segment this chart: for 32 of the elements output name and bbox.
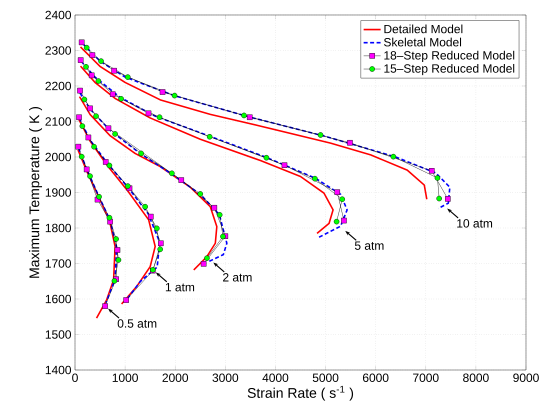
x-tick-label: 4000 bbox=[262, 374, 288, 382]
y-tick-label: 1500 bbox=[46, 330, 72, 339]
y-tick-label: 1900 bbox=[46, 188, 72, 197]
y-tick-label: 1700 bbox=[46, 259, 72, 268]
y-axis-title: Maximum Temperature ( K ) bbox=[29, 106, 42, 278]
x-tick-label: 6000 bbox=[362, 374, 388, 382]
annotation: 0.5 atm bbox=[118, 319, 156, 328]
y-tick-label: 1800 bbox=[46, 224, 72, 232]
x-tick-label: 9000 bbox=[513, 374, 539, 382]
y-tick-label: 2000 bbox=[45, 152, 72, 162]
legend-label: 18–Step Reduced Model bbox=[384, 50, 514, 62]
y-tick-label: 2300 bbox=[45, 46, 72, 55]
annotation: 10 atm bbox=[457, 219, 492, 228]
x-tick-label: 1000 bbox=[112, 374, 138, 382]
annotation: 5 atm bbox=[354, 242, 384, 250]
x-tick-label: 0 bbox=[72, 374, 78, 382]
legend-label: 15–Step Reduced Model bbox=[384, 64, 514, 76]
y-tick-label: 1400 bbox=[46, 366, 72, 374]
legend-label: Skeletal Model bbox=[384, 38, 462, 46]
y-tick-label: 2200 bbox=[45, 82, 72, 90]
annotation: 2 atm bbox=[223, 273, 252, 282]
y-tick-label: 1600 bbox=[46, 294, 72, 304]
y-tick-label: 2400 bbox=[45, 10, 72, 20]
x-tick-label: 8000 bbox=[463, 374, 489, 382]
annotation: 1 atm bbox=[166, 283, 194, 292]
y-tick-label: 2100 bbox=[45, 117, 72, 126]
x-tick-label: 5000 bbox=[312, 374, 338, 382]
x-axis-title: Strain Rate ( s$^{-1}$ ) bbox=[248, 386, 354, 401]
x-tick-label: 7000 bbox=[413, 374, 439, 382]
x-tick-label: 3000 bbox=[212, 374, 238, 382]
legend-label: Detailed Model bbox=[384, 24, 462, 34]
x-tick-label: 2000 bbox=[162, 374, 188, 382]
